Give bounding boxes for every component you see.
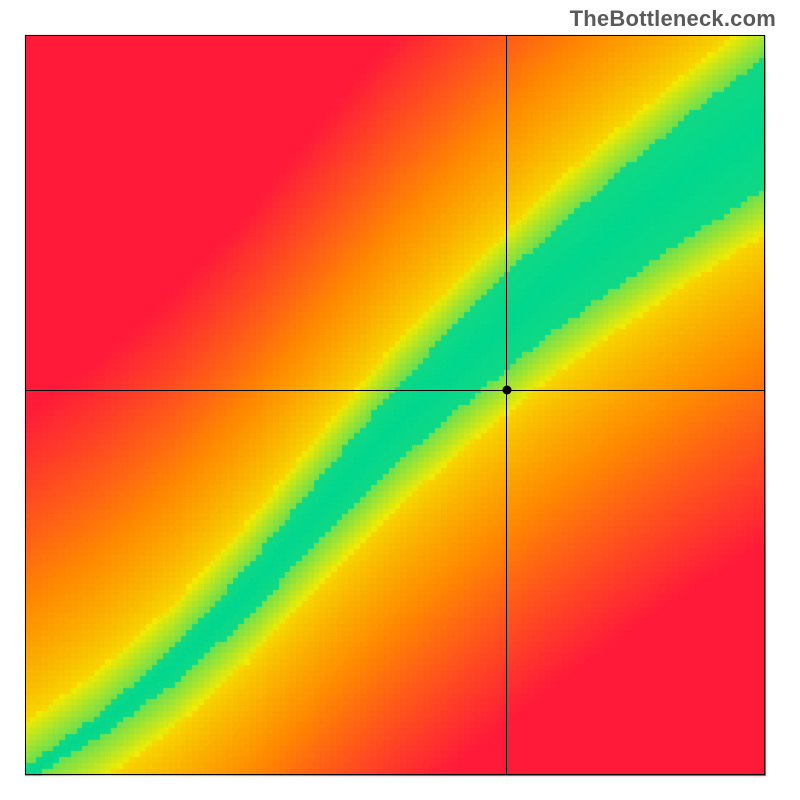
watermark-text: TheBottleneck.com	[570, 6, 776, 32]
heatmap-canvas	[0, 0, 800, 800]
